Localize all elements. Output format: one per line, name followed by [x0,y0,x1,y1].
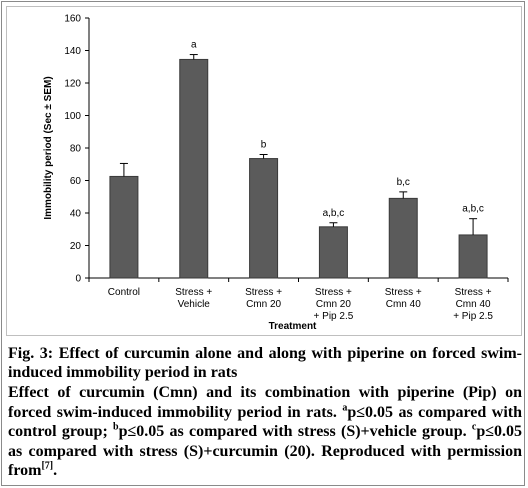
y-axis-title: Immobility period (Sec ± SEM) [43,76,54,219]
x-tick-label: Vehicle [178,299,211,310]
x-axis-title: Treatment [269,321,317,332]
x-tick-label: Stress + [175,287,212,298]
bar [109,175,139,279]
x-tick-label: Cmn 20 [246,299,281,310]
bar [318,226,348,279]
y-tick-label: 160 [64,14,81,25]
bar [249,158,279,279]
caption-text: . [53,462,58,479]
caption-text: p≤0.05 as compared with control group; [8,403,522,441]
bar [388,197,418,279]
figure-caption: Fig. 3: Effect of curcumin alone and alo… [8,344,522,481]
significance-label: a,b,c [323,208,345,219]
significance-label: a [191,40,197,51]
significance-label: b [261,140,267,151]
bar [458,234,488,279]
figure-title: Fig. 3: Effect of curcumin alone and alo… [8,345,522,381]
x-tick-label: Stress + [245,287,282,298]
y-tick-label: 0 [75,274,81,285]
bar [179,58,209,279]
x-tick-label: Cmn 40 [456,299,491,310]
caption-text: p≤0.05 as compared with stress (S)+curcu… [8,423,522,479]
x-tick-label: Stress + [315,287,352,298]
y-tick-label: 100 [64,111,81,122]
y-tick-label: 40 [70,209,82,220]
caption-superscript: a [342,402,348,414]
x-tick-label: Stress + [455,287,492,298]
y-tick-label: 60 [70,176,82,187]
figure-description: Effect of curcumin (Cmn) and its combina… [8,383,522,481]
x-tick-label: + Pip 2.5 [453,311,493,322]
y-tick-label: 140 [64,46,81,57]
y-tick-label: 20 [70,241,82,252]
caption-superscript: b [113,421,119,433]
caption-text: Effect of curcumin (Cmn) and its combina… [8,384,522,421]
x-tick-label: + Pip 2.5 [314,311,354,322]
x-tick-label: Control [108,287,140,298]
x-tick-label: Cmn 20 [316,299,351,310]
caption-superscript: [7] [41,460,54,472]
chart-area: 0 20 40 60 80 100 120 140 160 Control a Stress + Veh… [6,6,522,336]
significance-label: b,c [397,177,410,188]
y-tick-label: 120 [64,79,81,90]
y-tick-label: 80 [70,144,82,155]
x-tick-label: Stress + [385,287,422,298]
caption-text: p≤0.05 as compared with stress (S)+vehic… [118,423,472,440]
x-tick-label: Cmn 40 [386,299,421,310]
caption-superscript: c [471,421,477,433]
significance-label: a,b,c [462,204,484,215]
